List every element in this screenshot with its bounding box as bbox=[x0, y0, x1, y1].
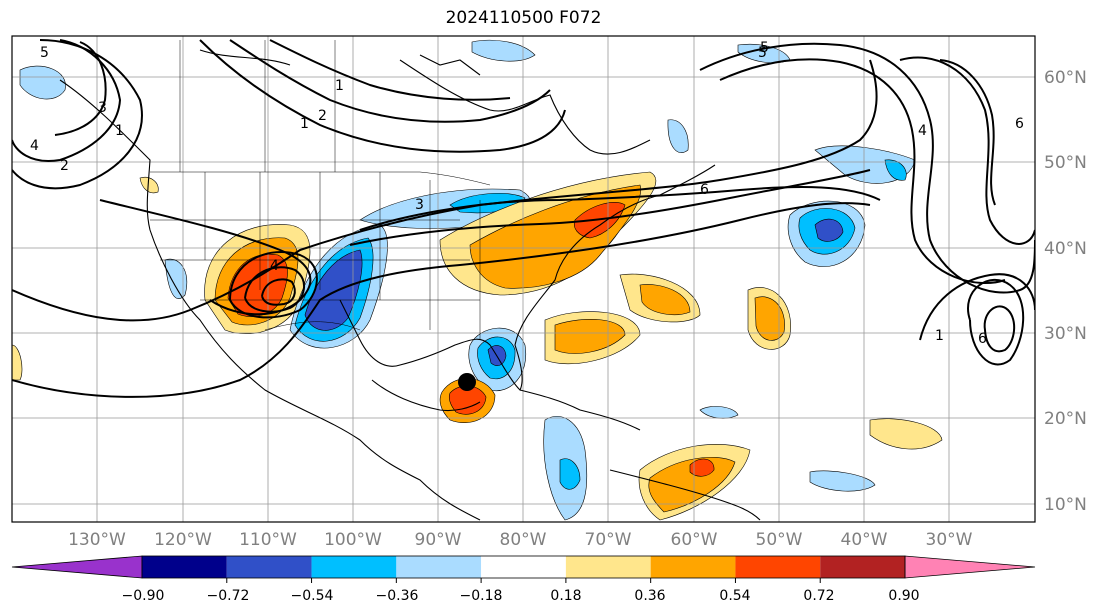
contour-label: 4 bbox=[270, 258, 279, 274]
contour-label: 6 bbox=[700, 182, 709, 198]
colorbar-tick-label: −0.72 bbox=[207, 588, 250, 604]
contour-label: 5 bbox=[758, 45, 767, 61]
negative-anomaly bbox=[814, 218, 844, 242]
lon-label: 100°W bbox=[324, 530, 382, 550]
negative-anomaly bbox=[699, 406, 739, 419]
lon-label: 80°W bbox=[500, 530, 547, 550]
contour-label: 5 bbox=[40, 45, 49, 61]
colorbar-segment bbox=[650, 556, 736, 578]
negative-anomaly bbox=[559, 458, 581, 490]
contour-label: 1 bbox=[300, 116, 309, 132]
contour-labels: 5 5 4 2 3 1 2 1 1 3 4 6 1 6 5 6 4 bbox=[30, 40, 1024, 347]
contour-label: 2 bbox=[318, 108, 327, 124]
colorbar-segment bbox=[311, 556, 397, 578]
lat-label: 40°N bbox=[1044, 239, 1087, 259]
lat-label: 60°N bbox=[1044, 68, 1087, 88]
contour-label: 1 bbox=[115, 123, 124, 139]
positive-anomaly bbox=[12, 344, 23, 381]
height-contours bbox=[12, 39, 1035, 398]
lon-label: 130°W bbox=[68, 530, 126, 550]
negative-anomaly bbox=[304, 249, 363, 331]
contour-label: 1 bbox=[335, 78, 344, 94]
negative-anomaly bbox=[19, 65, 66, 100]
colorbar-ticks: −0.90 −0.72 −0.54 −0.36 −0.18 0.18 0.36 … bbox=[122, 588, 920, 604]
lon-label: 70°W bbox=[585, 530, 632, 550]
positive-anomaly bbox=[227, 253, 288, 317]
contour-label: 5 bbox=[760, 40, 769, 56]
contour-label: 4 bbox=[918, 123, 927, 139]
negative-anomaly bbox=[809, 470, 876, 492]
contour-label: 6 bbox=[1015, 116, 1024, 132]
contour-label: 4 bbox=[30, 138, 39, 154]
lon-label: 110°W bbox=[239, 530, 297, 550]
colorbar-tick-label: −0.36 bbox=[376, 588, 419, 604]
negative-anomaly bbox=[667, 119, 689, 153]
lat-label: 50°N bbox=[1044, 153, 1087, 173]
map-title: 2024110500 F072 bbox=[445, 8, 602, 28]
colorbar bbox=[11, 555, 1036, 583]
lat-label: 30°N bbox=[1044, 324, 1087, 344]
colorbar-tick-label: −0.90 bbox=[122, 588, 165, 604]
colorbar-extend-max bbox=[904, 555, 1036, 579]
colorbar-segment bbox=[142, 556, 227, 578]
colorbar-segment bbox=[565, 556, 651, 578]
colorbar-segment bbox=[820, 556, 905, 578]
coastlines bbox=[59, 49, 761, 521]
colorbar-tick-label: 0.72 bbox=[803, 588, 834, 604]
positive-anomaly bbox=[554, 319, 626, 354]
lon-label: 40°W bbox=[841, 530, 888, 550]
colorbar-extend-min bbox=[11, 555, 143, 579]
colorbar-tick-label: 0.90 bbox=[888, 588, 919, 604]
colorbar-segment bbox=[226, 556, 312, 578]
lat-label: 10°N bbox=[1044, 495, 1087, 515]
longitude-labels: 130°W 120°W 110°W 100°W 90°W 80°W 70°W 6… bbox=[68, 530, 973, 550]
contour-label: 3 bbox=[415, 197, 424, 213]
negative-anomaly bbox=[884, 159, 907, 181]
contour-label: 3 bbox=[98, 100, 107, 116]
colorbar-frame bbox=[141, 555, 906, 579]
lat-label: 20°N bbox=[1044, 409, 1087, 429]
colorbar-segment bbox=[481, 556, 566, 578]
latitude-labels: 60°N 50°N 40°N 30°N 20°N 10°N bbox=[1044, 68, 1087, 515]
lon-label: 60°W bbox=[671, 530, 718, 550]
contour-label: 1 bbox=[935, 328, 944, 344]
contour-label: 6 bbox=[978, 331, 987, 347]
storm-marker bbox=[458, 373, 476, 391]
colorbar-tick-label: −0.54 bbox=[291, 588, 334, 604]
positive-anomaly bbox=[754, 296, 785, 341]
anomaly-shading bbox=[12, 39, 943, 521]
lon-label: 30°W bbox=[926, 530, 973, 550]
colorbar-tick-label: 0.36 bbox=[634, 588, 665, 604]
lon-label: 90°W bbox=[415, 530, 462, 550]
lon-label: 50°W bbox=[756, 530, 803, 550]
colorbar-tick-label: 0.18 bbox=[550, 588, 581, 604]
colorbar-tick-label: −0.18 bbox=[460, 588, 503, 604]
lon-label: 120°W bbox=[154, 530, 212, 550]
positive-anomaly bbox=[639, 284, 691, 315]
negative-anomaly bbox=[471, 39, 536, 62]
contour-label: 2 bbox=[60, 158, 69, 174]
colorbar-tick-label: 0.54 bbox=[719, 588, 750, 604]
colorbar-segment bbox=[396, 556, 482, 578]
map-frame bbox=[11, 35, 1036, 523]
positive-anomaly bbox=[869, 418, 943, 450]
colorbar-segment bbox=[735, 556, 821, 578]
negative-anomaly bbox=[164, 258, 187, 299]
